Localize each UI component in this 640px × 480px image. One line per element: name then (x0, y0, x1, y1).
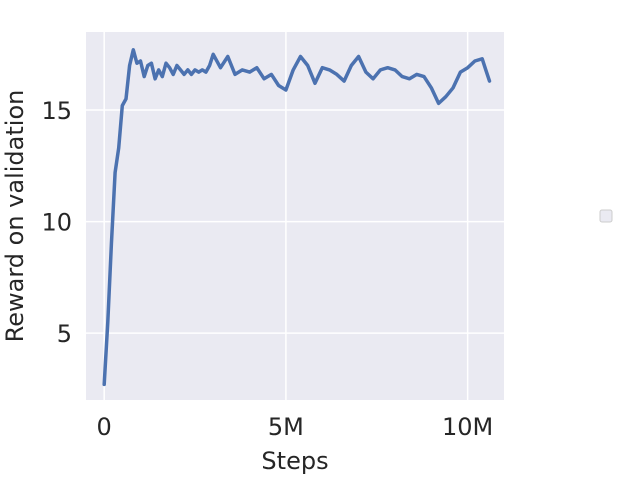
series-line-0 (102, 48, 492, 387)
x-tick-label-0: 0 (97, 413, 112, 441)
x-tick-label-2: 10M (442, 413, 493, 441)
y-tick-label-0: 5 (57, 320, 72, 348)
y-tick-labels: 5 10 15 (41, 97, 72, 348)
x-tick-labels: 0 5M 10M (97, 413, 494, 441)
legend-box (599, 209, 613, 223)
x-axis-label: Steps (261, 447, 328, 475)
grid (86, 32, 504, 400)
series-group (102, 48, 492, 387)
legend (599, 209, 613, 223)
y-tick-label-2: 15 (41, 97, 72, 125)
y-axis-label: Reward on validation (1, 90, 29, 343)
y-tick-label-1: 10 (41, 209, 72, 237)
plot-background (86, 32, 504, 400)
x-tick-label-1: 5M (268, 413, 304, 441)
